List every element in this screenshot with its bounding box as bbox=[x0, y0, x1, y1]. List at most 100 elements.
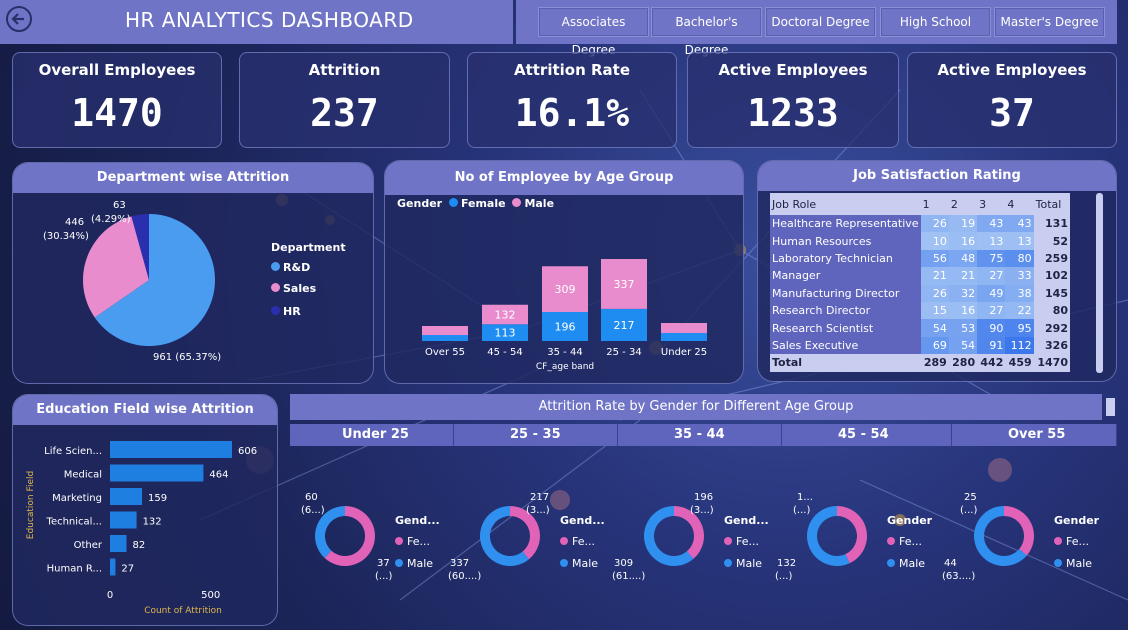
donut-slice-female[interactable] bbox=[324, 506, 375, 566]
pie-slice-hr[interactable] bbox=[131, 214, 149, 280]
education-field-panel: Education Field wise Attrition Life Scie… bbox=[12, 394, 278, 626]
edu-bar[interactable] bbox=[110, 558, 116, 576]
rating-cell: 15 bbox=[920, 301, 949, 320]
donut-label-male: (60....) bbox=[448, 571, 481, 582]
legend-item-hr[interactable]: HR bbox=[271, 305, 301, 318]
total-cell: 1470 bbox=[1033, 354, 1070, 372]
total-cell: 52 bbox=[1033, 232, 1070, 250]
legend-male: Male bbox=[899, 557, 925, 570]
kpi-overall-employees: Overall Employees 1470 bbox=[12, 52, 222, 148]
edu-bar[interactable] bbox=[110, 464, 204, 482]
bar-female[interactable] bbox=[482, 324, 528, 341]
bar-female[interactable] bbox=[601, 308, 647, 341]
job-role-cell: Sales Executive bbox=[770, 336, 921, 355]
column-header[interactable]: 3 bbox=[977, 193, 1006, 215]
table-row[interactable]: Manufacturing Director 26 32 49 38 145 bbox=[770, 284, 1070, 302]
rating-cell: 16 bbox=[948, 301, 978, 320]
x-tick-label: Under 25 bbox=[661, 347, 707, 358]
legend-male[interactable]: Male bbox=[524, 197, 555, 210]
pie-slice-rd[interactable] bbox=[94, 214, 215, 346]
column-header[interactable]: 2 bbox=[948, 193, 978, 215]
y-tick-label: Human R... bbox=[47, 564, 102, 575]
donut-label-male: 337 bbox=[450, 558, 469, 569]
table-row[interactable]: Research Scientist 54 53 90 95 292 bbox=[770, 319, 1070, 337]
age-group-panel: No of Employee by Age Group Gender Femal… bbox=[384, 160, 744, 384]
edu-bar[interactable] bbox=[110, 511, 137, 529]
bar-female[interactable] bbox=[542, 311, 588, 341]
bar-male[interactable] bbox=[601, 259, 647, 309]
job-satisfaction-panel: Job Satisfaction Rating Job Role 1 2 3 4 Tota… bbox=[757, 160, 1117, 382]
bar-male[interactable] bbox=[542, 266, 588, 312]
kpi-label: Attrition Rate bbox=[513, 61, 631, 79]
donut-slice-male[interactable] bbox=[315, 506, 345, 559]
scroll-indicator[interactable] bbox=[1106, 398, 1115, 416]
table-row[interactable]: Sales Executive 69 54 91 112 326 bbox=[770, 336, 1070, 355]
rating-cell: 80 bbox=[1005, 249, 1034, 268]
donut-label-male: (...) bbox=[375, 571, 392, 582]
edu-bar[interactable] bbox=[110, 535, 127, 552]
column-header[interactable]: Total bbox=[1033, 193, 1070, 215]
total-cell: 292 bbox=[1033, 319, 1070, 337]
column-header[interactable]: Job Role bbox=[770, 193, 921, 215]
age-group-header: Under 25 bbox=[290, 424, 454, 446]
donut-slice-female[interactable] bbox=[674, 506, 704, 559]
column-header[interactable]: 4 bbox=[1005, 193, 1034, 215]
table-row[interactable]: Healthcare Representative 26 19 43 43 131 bbox=[770, 215, 1070, 233]
legend-dot bbox=[395, 537, 403, 545]
job-role-cell: Laboratory Technician bbox=[770, 249, 921, 268]
donut-slice-female[interactable] bbox=[837, 506, 868, 564]
legend-female[interactable]: Female bbox=[460, 197, 506, 210]
table-scrollbar[interactable] bbox=[1096, 193, 1103, 373]
edu-bar[interactable] bbox=[110, 488, 143, 505]
x-tick-500: 500 bbox=[201, 590, 220, 601]
legend-female: Fe... bbox=[736, 535, 759, 548]
slicer-masters[interactable]: Master's Degree bbox=[994, 7, 1105, 37]
donut-slice-male[interactable] bbox=[644, 506, 694, 566]
legend-female: Fe... bbox=[572, 535, 595, 548]
donut-slice-male[interactable] bbox=[480, 506, 529, 566]
column-header[interactable]: 1 bbox=[920, 193, 949, 215]
donut-slice-female[interactable] bbox=[510, 506, 540, 560]
x-tick-label: 25 - 34 bbox=[606, 347, 641, 358]
bar-male[interactable] bbox=[422, 326, 468, 335]
back-button[interactable] bbox=[6, 6, 32, 32]
bar-male[interactable] bbox=[661, 323, 707, 333]
table-row[interactable]: Manager 21 21 27 33 102 bbox=[770, 267, 1070, 285]
donut-label-female: 196 bbox=[694, 492, 713, 503]
pie-slice-sales[interactable] bbox=[82, 216, 149, 318]
table-row[interactable]: Laboratory Technician 56 48 75 80 259 bbox=[770, 249, 1070, 268]
slicer-bachelors[interactable]: Bachelor's Degree bbox=[651, 7, 762, 57]
rating-cell: 75 bbox=[977, 249, 1006, 268]
bar-female[interactable] bbox=[422, 335, 468, 341]
table-row[interactable]: Human Resources 10 16 13 13 52 bbox=[770, 232, 1070, 250]
legend-item-rd[interactable]: R&D bbox=[271, 261, 310, 274]
edu-bar[interactable] bbox=[110, 441, 232, 458]
rating-cell: 33 bbox=[1005, 267, 1034, 285]
slicer-doctoral[interactable]: Doctoral Degree bbox=[765, 7, 876, 37]
kpi-value: 1233 bbox=[747, 91, 839, 135]
legend-male: Male bbox=[407, 557, 433, 570]
bar-male[interactable] bbox=[482, 304, 528, 325]
kpi-label: Active Employees bbox=[718, 61, 868, 79]
kpi-label: Overall Employees bbox=[38, 61, 196, 79]
panel-title: No of Employee by Age Group bbox=[385, 161, 743, 195]
donut-legend-title: Gender bbox=[1054, 514, 1100, 527]
legend-item-sales[interactable]: Sales bbox=[271, 282, 316, 295]
age-group-header: 25 - 35 bbox=[454, 424, 618, 446]
donut-slice-female[interactable] bbox=[1004, 506, 1034, 556]
donut-label-female: (...) bbox=[960, 505, 977, 516]
donut-slice-male[interactable] bbox=[974, 506, 1027, 566]
donut-label-female: (...) bbox=[793, 505, 810, 516]
donut-slice-male[interactable] bbox=[807, 506, 850, 566]
donut-label-female: 217 bbox=[530, 492, 549, 503]
slicer-associates[interactable]: Associates Degree bbox=[538, 7, 649, 57]
legend-dot bbox=[560, 537, 568, 545]
panel-title: Job Satisfaction Rating bbox=[758, 161, 1116, 191]
total-cell: 102 bbox=[1033, 267, 1070, 285]
rating-cell: 48 bbox=[948, 249, 978, 268]
bar-female[interactable] bbox=[661, 333, 707, 341]
age-group-header: Over 55 bbox=[952, 424, 1117, 446]
table-row[interactable]: Research Director 15 16 27 22 80 bbox=[770, 301, 1070, 320]
job-satisfaction-table: Job Role 1 2 3 4 Total Healthcare Representati… bbox=[770, 193, 1070, 372]
slicer-high-school[interactable]: High School bbox=[880, 7, 991, 37]
